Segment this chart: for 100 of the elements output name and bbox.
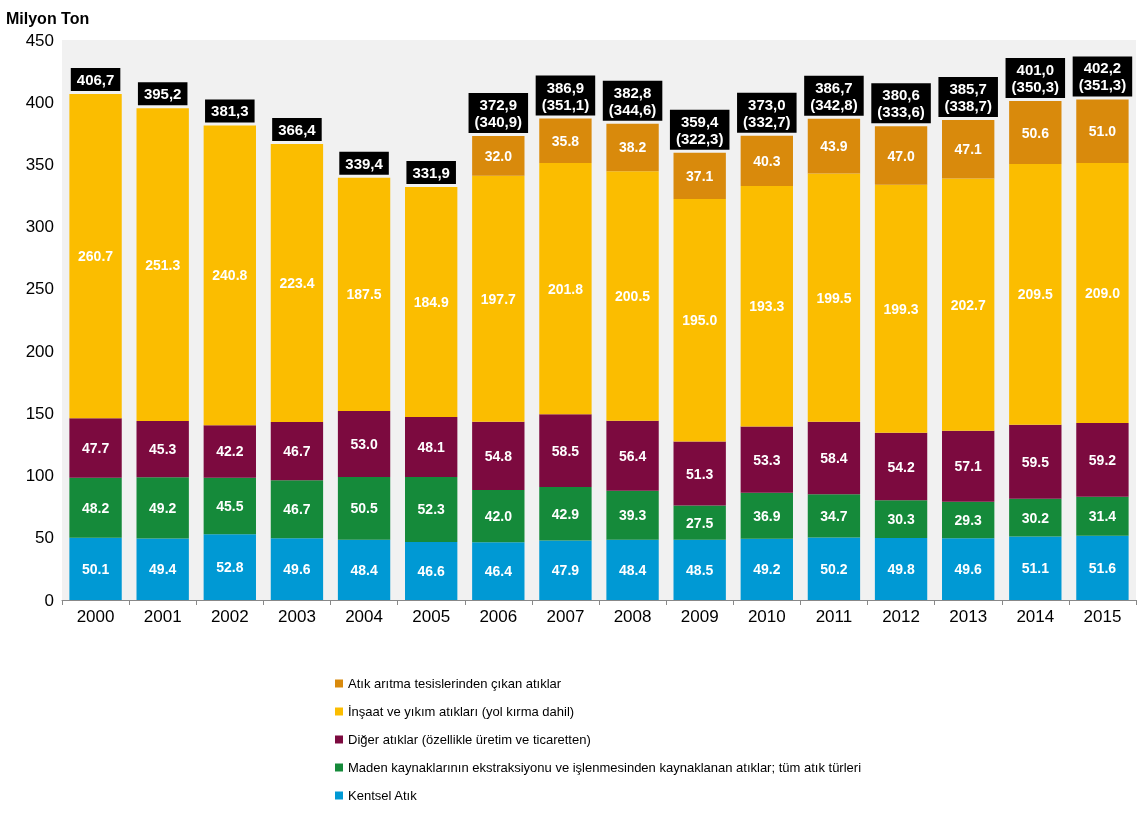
y-tick-label: 200: [25, 341, 54, 361]
data-label: 51.3: [686, 465, 714, 482]
data-label: 199.3: [883, 300, 919, 317]
data-label: 30.2: [1021, 509, 1050, 526]
bar: [203, 477, 256, 535]
x-tick-label: 2014: [1016, 607, 1055, 626]
data-label: 202.7: [950, 296, 986, 313]
data-label: 59.5: [1021, 453, 1050, 470]
bar: [807, 421, 861, 495]
bar: [337, 539, 391, 600]
y-axis-title: Milyon Ton: [6, 9, 90, 27]
bar: [270, 538, 324, 600]
x-tick-label: 2010: [747, 607, 786, 626]
bar: [942, 538, 995, 600]
x-tick-label: 2006: [479, 607, 518, 626]
data-label: 42.9: [551, 505, 580, 522]
data-label: 195.0: [682, 312, 718, 329]
x-tick-label: 2002: [210, 607, 249, 626]
x-tick-label: 2001: [143, 607, 182, 626]
data-label: 49.2: [149, 499, 177, 516]
total-label: 395,2: [143, 85, 182, 103]
bar: [1009, 536, 1062, 600]
bar: [874, 500, 928, 539]
y-tick-label: 300: [25, 217, 54, 237]
data-label: 37.1: [686, 167, 714, 184]
data-label: 48.1: [417, 439, 446, 455]
bar: [203, 425, 256, 478]
bar: [472, 175, 525, 422]
data-label: 42.2: [216, 443, 244, 460]
data-label: 53.3: [753, 451, 781, 468]
bar: [1009, 164, 1062, 425]
total-label: 339,4: [345, 154, 384, 172]
data-label: 193.3: [749, 298, 785, 315]
bar: [136, 477, 189, 539]
total-label: 380,6 (333,6): [877, 86, 925, 121]
bar: [606, 171, 659, 421]
bar: [1076, 496, 1129, 536]
bar: [740, 185, 793, 427]
bar: [740, 426, 793, 493]
data-label: 199.5: [816, 289, 852, 306]
data-label: 47.1: [954, 141, 983, 158]
data-label: 59.2: [1088, 451, 1117, 468]
data-label: 30.3: [887, 511, 915, 528]
data-label: 46.7: [283, 443, 311, 460]
x-tick-label: 2009: [680, 607, 719, 626]
bar: [673, 198, 726, 442]
legend-label: Maden kaynaklarının ekstraksiyonu ve işlenmesinden kaynaklanan atıklar; tüm atık türleri: [348, 760, 862, 775]
bar: [874, 184, 928, 433]
bar: [874, 538, 928, 600]
bar: [405, 542, 458, 600]
bar: [606, 539, 659, 600]
bar: [606, 420, 659, 491]
bar: [337, 476, 391, 540]
data-label: 39.3: [618, 507, 647, 524]
legend-label: Atık arıtma tesislerinden çıkan atıklar: [348, 676, 562, 691]
total-label: 373,0 (332,7): [743, 95, 791, 130]
bar: [740, 538, 793, 600]
y-tick-label: 450: [25, 30, 54, 50]
y-tick-label: 150: [25, 403, 54, 423]
x-tick-label: 2015: [1083, 607, 1122, 626]
y-tick-label: 0: [44, 590, 54, 610]
data-label: 48.4: [350, 561, 378, 578]
data-label: 38.2: [618, 139, 647, 156]
total-label: 386,9 (351,1): [541, 78, 590, 113]
data-label: 201.8: [547, 280, 584, 297]
data-label: 53.0: [350, 435, 378, 452]
data-label: 46.7: [283, 501, 311, 518]
data-label: 58.4: [820, 450, 848, 467]
data-label: 240.8: [212, 267, 248, 284]
x-tick-label: 2007: [546, 607, 585, 626]
y-tick-label: 100: [25, 466, 54, 486]
bar: [1076, 162, 1129, 424]
bar: [539, 540, 592, 600]
bar: [270, 144, 324, 423]
x-tick-label: 2005: [412, 607, 451, 626]
data-label: 47.7: [81, 439, 110, 456]
y-tick-label: 400: [25, 92, 54, 112]
data-label: 52.3: [417, 501, 446, 518]
bar: [405, 417, 458, 477]
x-tick-label: 2011: [815, 607, 853, 626]
data-label: 50.6: [1021, 124, 1050, 141]
data-label: 51.1: [1021, 560, 1050, 577]
data-label: 46.6: [417, 563, 446, 579]
bar: [740, 492, 793, 539]
data-label: 58.5: [551, 442, 580, 459]
data-label: 200.5: [615, 287, 651, 304]
data-label: 209.0: [1084, 285, 1121, 301]
data-label: 184.9: [413, 294, 449, 311]
data-label: 35.8: [551, 132, 580, 149]
x-tick-label: 2013: [949, 607, 988, 626]
data-label: 54.8: [484, 447, 513, 464]
data-label: 223.4: [279, 275, 315, 292]
data-label: 187.5: [346, 286, 382, 303]
data-label: 43.9: [820, 138, 848, 155]
legend-label: Diğer atıklar (özellikle üretim ve ticaretten): [348, 732, 591, 747]
data-label: 51.6: [1088, 559, 1117, 576]
data-label: 45.3: [149, 441, 177, 458]
total-label: 359,4 (322,3): [675, 112, 724, 147]
bar: [942, 178, 995, 431]
x-tick-label: 2012: [882, 607, 920, 626]
